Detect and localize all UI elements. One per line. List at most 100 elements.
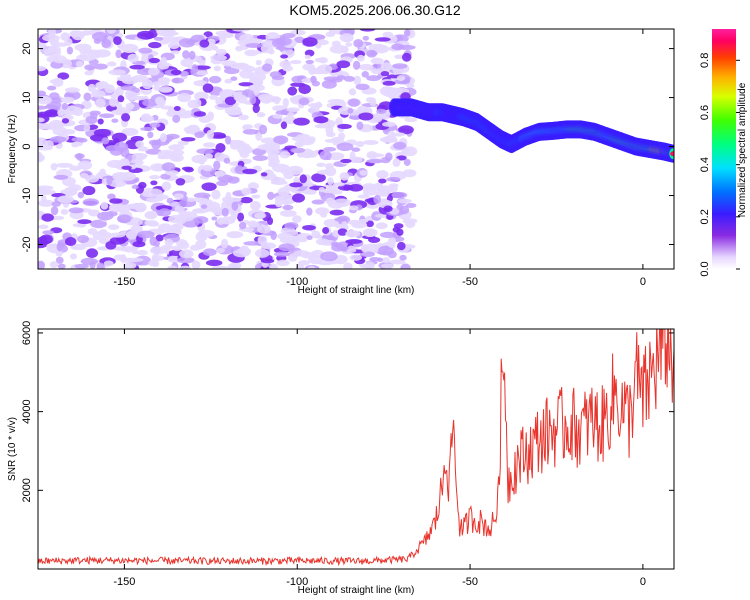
noise-blob <box>356 84 370 90</box>
snr-y-tick-label: 6000 <box>21 321 33 345</box>
noise-blob <box>230 143 240 150</box>
noise-blob <box>222 90 236 95</box>
noise-blob <box>77 235 89 243</box>
noise-blob <box>209 95 218 100</box>
noise-blob <box>315 124 331 129</box>
noise-blob <box>406 203 417 208</box>
snr-x-tick-label: 0 <box>640 576 646 588</box>
spectrogram-y-tick-label: -10 <box>21 188 33 204</box>
noise-blob <box>298 139 314 146</box>
noise-blob <box>280 210 297 217</box>
noise-blob <box>172 78 179 83</box>
noise-blob <box>61 209 69 215</box>
noise-blob <box>79 55 96 61</box>
noise-blob <box>42 230 54 234</box>
noise-blob <box>137 231 155 239</box>
noise-blob <box>118 95 125 102</box>
noise-blob <box>53 127 68 136</box>
noise-blob <box>353 39 363 48</box>
noise-blob <box>326 198 334 205</box>
noise-blob <box>90 111 101 116</box>
noise-blob <box>214 66 221 72</box>
noise-blob <box>330 210 344 216</box>
noise-blob <box>203 83 214 92</box>
spectrogram-x-axis-label: Height of straight line (km) <box>298 285 415 296</box>
noise-blob <box>381 62 393 71</box>
noise-blob <box>300 174 307 183</box>
noise-blob <box>99 169 106 177</box>
chart-canvas: -150 -100 -50 0-20-1001020 Height of straig… <box>0 0 750 600</box>
noise-blob <box>383 81 396 86</box>
noise-blob <box>336 60 350 68</box>
noise-blob <box>155 96 164 105</box>
noise-blob <box>156 27 172 37</box>
noise-blob <box>326 132 336 138</box>
noise-blob <box>117 214 131 223</box>
noise-blob <box>375 37 391 41</box>
noise-blob <box>196 148 213 154</box>
noise-blob <box>382 257 390 263</box>
noise-blob <box>40 234 53 244</box>
noise-blob <box>394 55 403 60</box>
noise-blob <box>226 231 243 238</box>
noise-blob <box>85 175 99 183</box>
noise-blob <box>361 244 368 252</box>
noise-blob <box>377 258 383 262</box>
noise-blob <box>387 239 395 248</box>
noise-blob <box>334 217 347 221</box>
noise-blob <box>315 207 329 214</box>
noise-blob <box>310 76 316 83</box>
noise-blob <box>114 255 125 261</box>
noise-blob <box>319 187 325 192</box>
noise-blob <box>365 262 375 270</box>
noise-blob <box>65 237 76 246</box>
noise-blob <box>244 124 253 129</box>
noise-blob <box>262 63 272 71</box>
noise-blob <box>58 264 66 269</box>
noise-blob <box>313 116 328 123</box>
noise-blob <box>120 158 130 166</box>
noise-blob <box>397 199 411 204</box>
noise-blob <box>202 165 213 172</box>
noise-blob <box>249 96 256 104</box>
noise-blob <box>274 96 281 104</box>
noise-blob <box>261 259 274 264</box>
noise-blob <box>150 180 157 185</box>
noise-blob <box>73 107 83 116</box>
noise-blob <box>337 142 354 151</box>
noise-blob <box>77 138 87 143</box>
noise-blob <box>383 205 392 211</box>
noise-blob <box>368 237 380 243</box>
noise-blob <box>130 96 147 101</box>
noise-blob <box>111 118 118 122</box>
noise-blob <box>83 198 99 206</box>
noise-blob <box>42 34 60 41</box>
noise-blob <box>150 247 167 255</box>
noise-blob <box>371 58 384 65</box>
noise-blob <box>110 237 126 245</box>
noise-blob <box>237 212 244 221</box>
noise-blob <box>244 50 258 57</box>
noise-blob <box>257 112 266 117</box>
noise-blob <box>152 254 159 263</box>
noise-blob <box>77 219 91 224</box>
noise-blob <box>160 133 167 142</box>
noise-blob <box>344 185 352 190</box>
noise-blob <box>227 176 239 183</box>
noise-blob <box>99 229 108 236</box>
noise-blob <box>287 166 303 175</box>
noise-blob <box>101 202 109 210</box>
noise-blob <box>347 248 357 252</box>
noise-blob <box>246 38 263 43</box>
noise-blob <box>362 71 369 78</box>
noise-blob <box>359 170 367 176</box>
noise-blob <box>358 194 371 198</box>
noise-blob <box>209 76 221 83</box>
noise-blob <box>306 208 312 216</box>
noise-blob <box>241 143 250 152</box>
snr-x-tick-label: -150 <box>113 576 135 588</box>
noise-blob <box>325 163 334 169</box>
noise-blob <box>312 199 325 204</box>
noise-blob <box>114 142 128 152</box>
colorbar-tick-label: 0.4 <box>699 157 711 172</box>
